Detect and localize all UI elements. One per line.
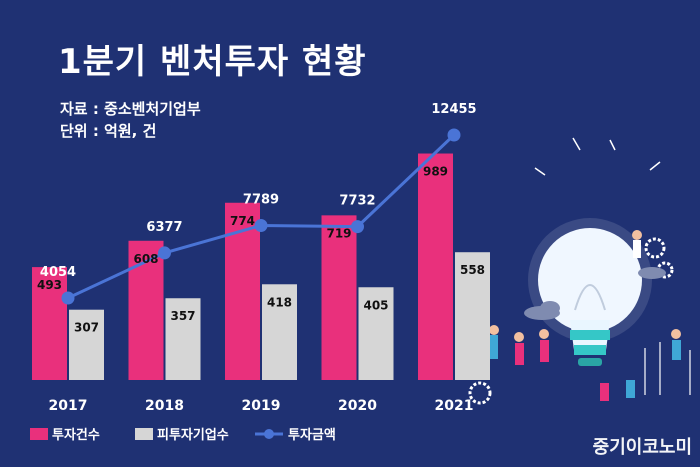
source-note: 자료 : 중소벤처기업부 [60,100,201,118]
legend-swatch-pink [30,428,48,440]
bar-투자건수-2021 [418,153,453,380]
line-series [61,128,461,305]
bar-피투자기업수-2020 [358,287,394,380]
bar-label-gray: 558 [460,263,485,277]
x-tick-label: 2017 [49,398,88,414]
amount-line [67,133,456,300]
x-tick-label: 2019 [242,398,281,414]
bar-label-pink: 719 [326,226,351,240]
bar-투자건수-2020 [321,215,357,380]
bar-피투자기업수-2018 [165,298,201,380]
bar-label-pink: 989 [423,165,448,179]
amount-label: 7789 [243,193,279,208]
bar-피투자기업수-2017 [69,309,104,380]
bar-label-pink: 774 [230,214,255,228]
legend-label: 투자건수 [52,427,100,443]
bar-label-pink: 493 [37,278,62,292]
legend: 투자건수 피투자기업수 투자금액 [30,427,336,443]
bar-피투자기업수-2019 [262,284,297,380]
bar-label-gray: 405 [363,298,388,312]
x-tick-label: 2020 [338,398,377,414]
brand-logo: 중기이코노미 [592,437,692,458]
amount-label: 7732 [339,194,375,209]
amount-point-2019 [254,219,268,233]
amount-point-2017 [61,291,75,305]
worker-figures-icon [489,230,691,401]
x-axis: 2017 2018 2019 2020 2021 [49,398,474,414]
bar-label-pink: 608 [133,252,158,266]
cloud-icon [524,267,666,320]
bar-label-gray: 418 [267,295,292,309]
amount-point-2021 [447,128,461,142]
lightbulb-icon [528,137,661,366]
amount-label: 4054 [40,265,76,280]
amount-point-2018 [158,246,171,260]
amount-label: 6377 [146,220,182,235]
data-labels: 493 307 608 357 774 418 719 405 989 558 4054 6377 77… [37,102,485,335]
bar-투자건수-2017 [32,267,67,380]
bar-피투자기업수-2021 [455,252,490,380]
amount-label: 12455 [431,102,476,117]
bar-label-gray: 307 [74,321,99,335]
x-tick-label: 2018 [145,398,184,414]
legend-label: 피투자기업수 [157,428,229,443]
legend-swatch-point [264,429,274,439]
legend-label: 투자금액 [288,428,336,443]
bar-투자건수-2018 [128,240,164,380]
unit-note: 단위 : 억원, 건 [60,122,157,140]
page-title: 1분기 벤처투자 현황 [58,42,367,82]
amount-point-2020 [351,220,364,234]
legend-swatch-gray [135,428,153,440]
bar-series [32,153,490,380]
x-tick-label: 2021 [435,398,474,414]
bar-label-gray: 357 [170,309,195,323]
